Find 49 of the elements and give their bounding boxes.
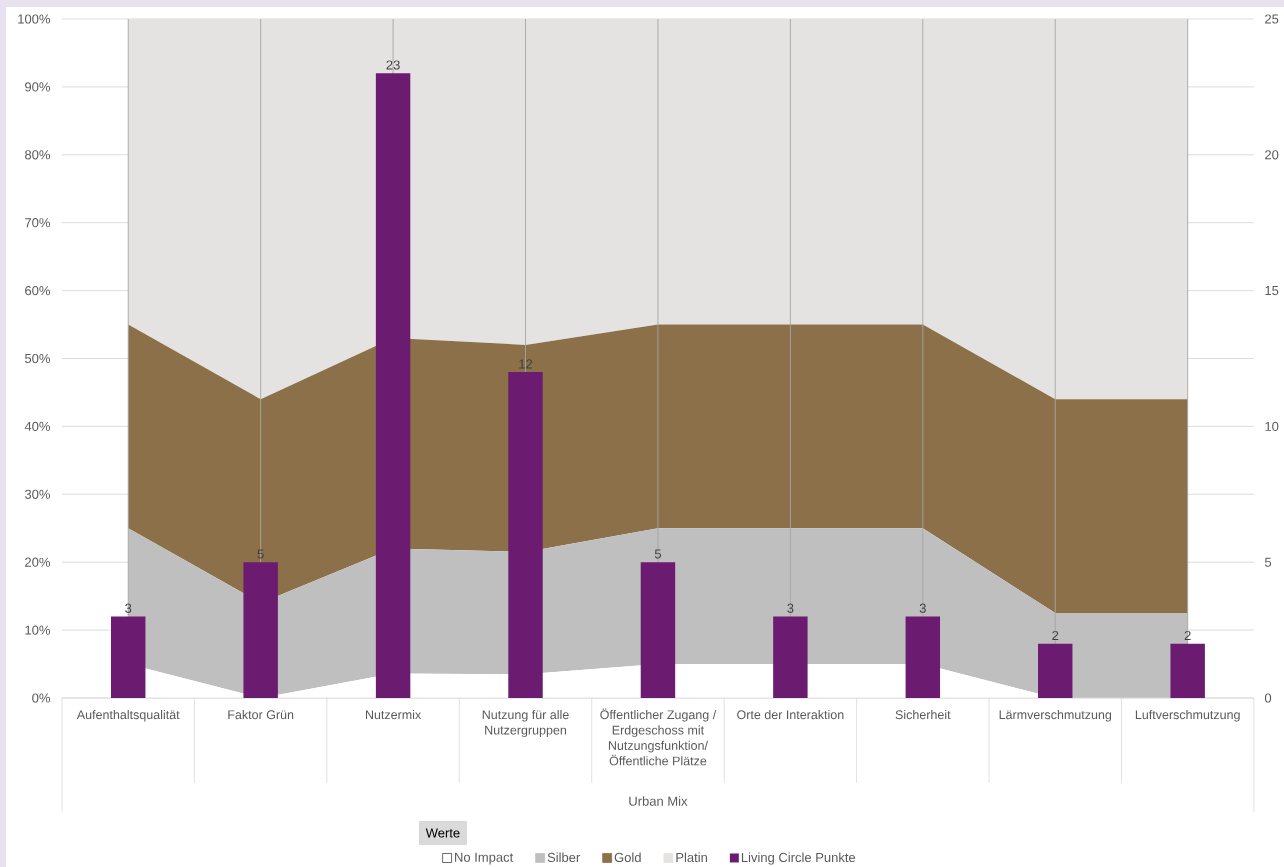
bar [640,561,676,698]
legend-label: Platin [676,852,707,862]
legend-label: Silber [547,852,581,862]
y-tick-label: 30% [24,489,51,499]
bar [243,561,278,698]
y-tick-label: 50% [24,353,51,363]
x-tick-label: Faktor Grün [228,709,294,719]
legend-label: Gold [614,852,641,862]
y-tick-label: 70% [25,217,51,228]
legend-label: No Impact [455,852,514,865]
y-tick-label: 90% [25,82,51,92]
y-tick-label: 20% [25,557,51,567]
legend-label: Living Circle Punkte [741,852,856,865]
data-label: 2 [1052,630,1059,640]
data-label: 23 [386,60,400,70]
x-tick-label: Sicherheit [895,709,951,719]
bar [773,616,808,698]
x-tick-label: Nutzermix [365,709,422,719]
y2-tick-label: 25 [1265,14,1279,24]
y2-tick-label: 0 [1264,693,1272,703]
y-tick-label: 80% [25,149,51,160]
data-label: 3 [919,603,926,613]
y-tick-label: 40% [24,421,51,431]
bar [111,616,146,698]
y-tick-label: 60% [25,285,51,295]
x-tick-label: Luftverschmutzung [1135,709,1240,722]
y2-tick-label: 15 [1265,285,1279,295]
y-tick-label: 0% [32,693,51,703]
data-label: 2 [1184,630,1191,640]
data-label: 3 [125,603,132,613]
data-label: 3 [787,603,794,613]
y-tick-label: 100% [18,14,51,24]
x-tick-label: Aufenthaltsqualität [76,709,180,722]
bar [1038,643,1073,698]
data-label: 5 [654,549,662,559]
x-tick-label: Nutzung für alle Nutzergruppen [482,709,569,737]
y2-tick-label: 10 [1265,421,1279,431]
x-tick-label: Lärmverschmutzung [999,709,1112,722]
bar [375,73,411,698]
bar [508,371,543,698]
bar [905,616,941,698]
text: Urban Mix [629,796,688,806]
y2-tick-label: 20 [1265,149,1279,160]
x-tick-label: Öffentlicher Zugang / Erdgeschoss mit Nutzungsfunktion/ Öffentliche Plätze [600,708,717,766]
legend-title: Werte [425,828,460,838]
x-tick-label: Orte der Interaktion [737,709,844,719]
y-tick-label: 10% [25,625,51,635]
bar [1170,643,1205,698]
y2-tick-label: 5 [1264,557,1272,567]
